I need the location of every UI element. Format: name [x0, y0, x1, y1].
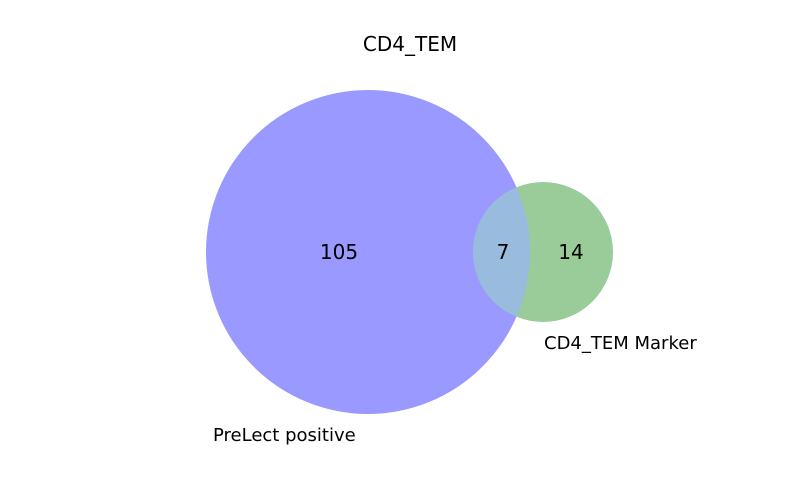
chart-title: CD4_TEM [363, 32, 457, 56]
only-b-count: 14 [558, 240, 583, 264]
only-a-count: 105 [320, 240, 358, 264]
intersection-region [473, 182, 530, 322]
set-b-label: CD4_TEM Marker [544, 333, 697, 354]
set-a-circle [206, 90, 530, 414]
set-a-label: PreLect positive [213, 425, 356, 446]
intersection-count: 7 [497, 240, 510, 264]
